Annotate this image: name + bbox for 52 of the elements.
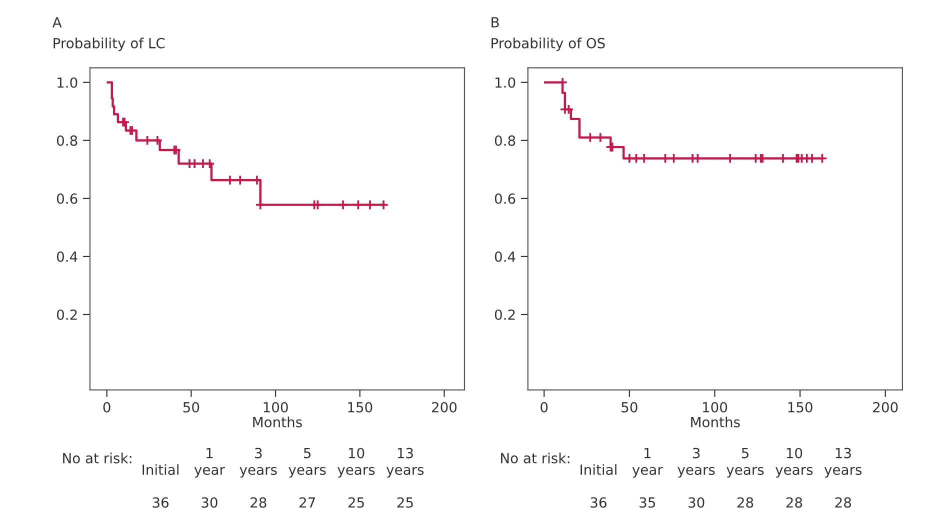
text: 30 [202, 497, 218, 508]
y-tick-label: 1.0 [58, 77, 78, 88]
text: 36 [152, 497, 168, 508]
x-tick-label: 200 [432, 402, 457, 412]
x-tick-label: 50 [622, 402, 638, 412]
x-tick-label: 100 [703, 402, 728, 412]
y-tick-label: 0.6 [56, 193, 78, 204]
x-tick-label: 200 [873, 402, 898, 412]
text: 25 [348, 497, 364, 508]
text: 13 years [386, 448, 424, 478]
y-tick-label: 0.6 [494, 193, 516, 204]
text: 27 [300, 497, 315, 508]
text: 1 year [194, 448, 225, 478]
y-axis-title: Probability of OS [492, 38, 605, 52]
text: No at risk: [501, 452, 570, 464]
x-tick-label: 0 [540, 402, 548, 412]
x-tick-label: 100 [264, 402, 288, 412]
text: Initial [580, 464, 616, 475]
text: 28 [786, 497, 802, 508]
text: 36 [590, 497, 606, 508]
text: 13 years [824, 448, 862, 478]
text: 3 years [240, 448, 277, 478]
text: No at risk: [63, 452, 132, 464]
text: 30 [688, 497, 704, 508]
text: 3 years [678, 448, 715, 478]
x-axis-title: Months [691, 416, 740, 428]
chart-title: A [52, 17, 62, 28]
x-tick-label: 150 [788, 402, 812, 412]
text: 10 years [776, 448, 813, 478]
x-tick-label: 50 [183, 402, 200, 412]
text: 5 years [726, 448, 764, 478]
text: 28 [737, 497, 754, 508]
text: 1 year [632, 448, 663, 478]
y-axis-title: Probability of LC [54, 38, 165, 52]
y-tick-label: 0.2 [494, 309, 515, 320]
y-tick-label: 1.0 [496, 77, 516, 88]
text: 28 [250, 497, 266, 508]
y-tick-label: 0.8 [56, 135, 78, 146]
text: 28 [835, 497, 852, 508]
chart-title: B [492, 17, 499, 28]
x-axis-title: Months [253, 416, 302, 428]
x-tick-label: 150 [348, 402, 372, 412]
text: Initial [142, 464, 178, 475]
y-tick-label: 0.4 [494, 251, 516, 262]
text: 25 [397, 497, 413, 508]
y-tick-label: 0.2 [56, 309, 77, 320]
text: 10 years [338, 448, 375, 478]
y-tick-label: 0.8 [494, 135, 516, 146]
x-tick-label: 0 [103, 402, 110, 412]
text: 5 years [288, 448, 326, 478]
text: 35 [640, 497, 656, 508]
y-tick-label: 0.4 [56, 251, 78, 262]
